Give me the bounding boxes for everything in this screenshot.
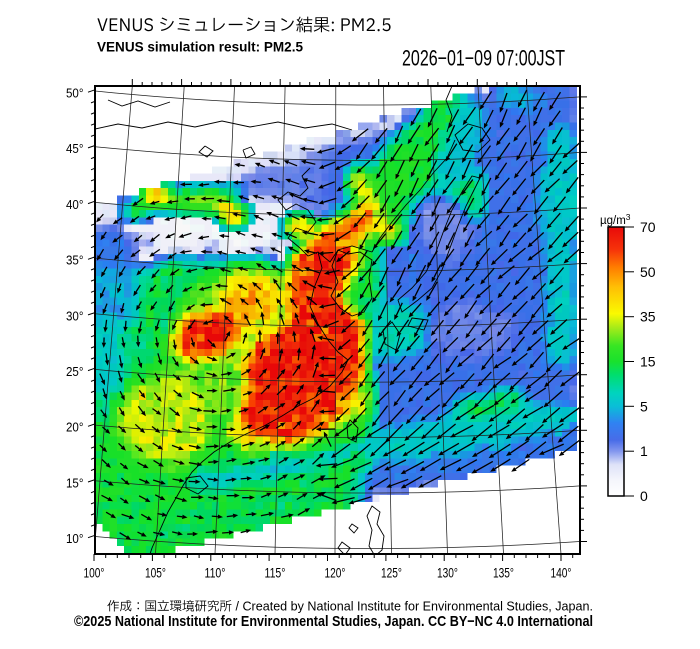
svg-text:©2025 National Institute for E: ©2025 National Institute for Environment… xyxy=(74,613,593,630)
svg-text:10°: 10° xyxy=(66,531,84,546)
svg-text:115°: 115° xyxy=(265,566,286,581)
svg-text:50: 50 xyxy=(640,264,656,280)
svg-text:70: 70 xyxy=(640,219,656,235)
svg-text:50°: 50° xyxy=(66,86,84,101)
svg-text:15°: 15° xyxy=(66,475,84,490)
svg-text:125°: 125° xyxy=(381,566,402,581)
svg-text:105°: 105° xyxy=(145,566,166,581)
svg-text:40°: 40° xyxy=(66,197,84,212)
svg-text:35: 35 xyxy=(640,309,656,325)
svg-text:100°: 100° xyxy=(84,566,105,581)
svg-text:45°: 45° xyxy=(66,141,84,156)
svg-text:30°: 30° xyxy=(66,308,84,323)
svg-text:0: 0 xyxy=(640,488,648,504)
svg-text:140°: 140° xyxy=(551,566,572,581)
svg-text:135°: 135° xyxy=(493,566,514,581)
svg-text:2026−01−09 07:00JST: 2026−01−09 07:00JST xyxy=(402,46,565,71)
svg-text:µg/m3: µg/m3 xyxy=(600,212,631,227)
svg-text:/ Created by National Institut: / Created by National Institute for Envi… xyxy=(236,599,594,614)
svg-text:110°: 110° xyxy=(205,566,226,581)
svg-text:15: 15 xyxy=(640,354,656,370)
svg-text:1: 1 xyxy=(640,443,648,459)
svg-text:VENUS simulation result: PM2.5: VENUS simulation result: PM2.5 xyxy=(97,39,303,55)
svg-text:120°: 120° xyxy=(325,566,346,581)
svg-text:130°: 130° xyxy=(437,566,458,581)
svg-text:20°: 20° xyxy=(66,420,84,435)
svg-text:5: 5 xyxy=(640,398,648,414)
svg-text:25°: 25° xyxy=(66,364,84,379)
svg-text:35°: 35° xyxy=(66,253,84,268)
